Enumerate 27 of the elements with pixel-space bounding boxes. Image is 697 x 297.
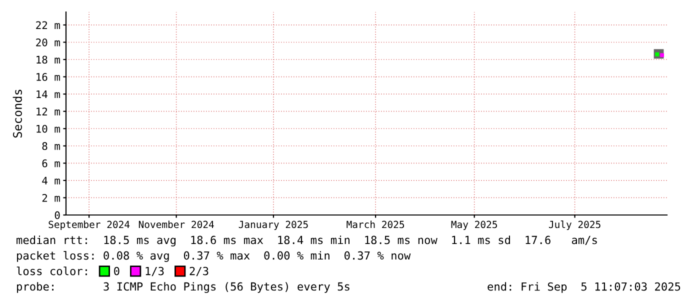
x-tick-label: November 2024 [138,220,214,228]
y-tick-label: 20 m [36,38,60,46]
legend-label: 1/3 [146,266,164,276]
y-tick-label: 0 [54,211,60,220]
text: median rtt: 18.5 ms avg 18.6 ms max 18.4 ms min 18.5 ms now 1.1 ms sd 17.6 am/s [16,236,597,246]
x-tick-label: January 2025 [238,220,308,230]
legend-label: 2/3 [190,266,208,276]
y-axis-title: Seconds [12,90,22,138]
y-tick-label: 18 m [36,56,60,64]
y-tick-label: 12 m [36,108,60,116]
y-tick-label: 2 m [42,194,60,202]
y-tick-label: 10 m [36,124,60,133]
text: end: Fri Sep 5 11:07:03 2025 [488,282,680,293]
x-tick-label: March 2025 [346,220,404,228]
y-tick-label: 16 m [36,73,60,81]
legend-label: 0 [114,266,120,276]
y-tick-label: 14 m [36,90,60,98]
y-tick-label: 8 m [42,142,60,150]
text: probe: 3 ICMP Echo Pings (56 Bytes) every 5s [17,282,350,293]
text: packet loss: 0.08 % avg 0.37 % max 0.00 % min 0.37 % now [17,251,411,262]
x-tick-label: May 2025 [451,220,497,230]
y-tick-label: 6 m [42,159,60,168]
x-tick-label: September 2024 [48,220,130,230]
y-tick-label: 4 m [42,176,60,184]
y-tick-label: 22 m [36,21,60,29]
x-tick-label: July 2025 [548,220,600,230]
legend-title: loss color: [16,266,87,276]
